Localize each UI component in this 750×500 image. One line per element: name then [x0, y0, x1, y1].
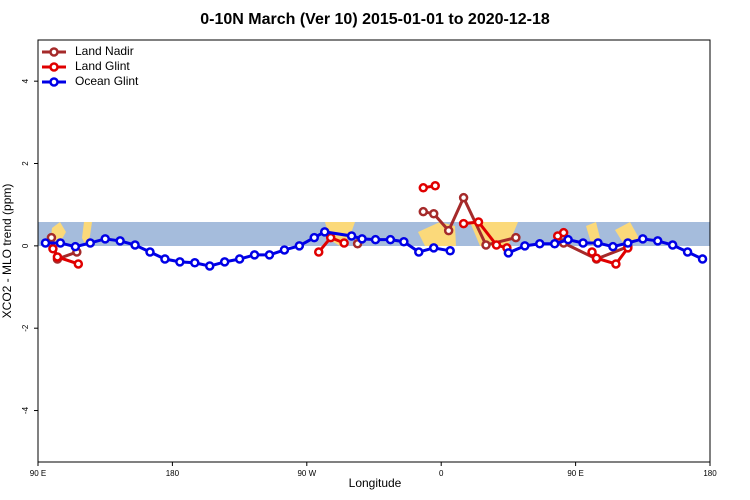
data-point — [682, 247, 693, 257]
data-point — [445, 246, 455, 256]
y-tick-label: -2 — [21, 324, 30, 332]
data-point — [234, 254, 245, 264]
data-point — [511, 232, 521, 243]
data-point — [339, 238, 349, 248]
data-point — [145, 247, 155, 257]
data-point — [481, 240, 491, 250]
data-point — [40, 238, 51, 248]
x-tick-label: 90 E — [30, 469, 46, 478]
data-point — [385, 234, 396, 245]
data-point — [473, 217, 484, 227]
data-point — [418, 183, 429, 193]
data-point — [357, 234, 367, 244]
legend-label: Land Nadir — [75, 44, 134, 58]
y-tick-label: 0 — [21, 243, 30, 248]
chart-title: 0-10N March (Ver 10) 2015-01-01 to 2020-… — [200, 11, 550, 28]
legend-label: Ocean Glint — [75, 74, 139, 88]
plot-frame — [37, 39, 711, 463]
data-point — [130, 240, 140, 250]
data-point — [418, 206, 429, 217]
data-point — [443, 225, 454, 236]
x-tick-label: 180 — [166, 469, 180, 478]
data-point — [414, 247, 424, 257]
data-point — [535, 239, 545, 249]
x-axis-label: Longitude — [349, 476, 402, 490]
data-point — [190, 257, 200, 268]
data-point — [503, 248, 514, 258]
data-point — [48, 243, 58, 254]
x-tick-label: 90 W — [297, 469, 316, 478]
legend-marker — [49, 77, 59, 87]
x-tick-label: 0 — [439, 469, 444, 478]
data-point — [578, 238, 588, 248]
data-point — [652, 236, 663, 246]
data-point — [608, 241, 618, 252]
y-tick-label: 4 — [21, 78, 30, 83]
data-point — [52, 252, 63, 262]
data-point — [279, 245, 290, 255]
data-point — [558, 227, 569, 238]
data-point — [591, 253, 602, 263]
y-tick-label: -4 — [21, 406, 30, 414]
data-point — [309, 232, 320, 243]
legend-marker — [49, 62, 59, 72]
data-point — [428, 243, 439, 253]
data-point — [249, 250, 260, 260]
data-point — [638, 234, 648, 244]
data-point — [46, 232, 57, 243]
data-point — [175, 257, 185, 267]
data-point — [313, 247, 324, 257]
x-tick-label: 180 — [703, 469, 717, 478]
data-point — [219, 257, 230, 267]
data-point — [55, 238, 66, 248]
data-point — [204, 261, 215, 271]
legend-marker — [49, 47, 59, 57]
data-point — [294, 241, 305, 251]
x-tick-label: 90 E — [567, 469, 583, 478]
data-point — [587, 247, 597, 257]
data-point — [563, 234, 573, 245]
data-point — [611, 259, 621, 269]
data-point — [549, 239, 560, 249]
data-point — [430, 180, 440, 191]
data-point — [458, 192, 469, 203]
data-point — [458, 218, 469, 229]
data-point — [593, 238, 603, 248]
data-point — [370, 234, 381, 245]
data-point — [399, 236, 409, 247]
data-point — [70, 241, 81, 252]
y-axis-label: XCO2 - MLO trend (ppm) — [0, 184, 14, 319]
data-point — [325, 232, 336, 243]
data-point — [85, 238, 96, 248]
data-point — [115, 236, 125, 246]
data-point — [264, 250, 275, 260]
data-point — [623, 238, 633, 248]
data-point — [520, 241, 530, 251]
data-point — [491, 240, 502, 250]
data-point — [697, 254, 708, 264]
data-point — [160, 254, 170, 264]
y-tick-label: 2 — [21, 161, 30, 166]
data-point — [346, 231, 357, 241]
data-point — [667, 240, 678, 250]
data-point — [100, 234, 110, 244]
data-point — [319, 227, 330, 237]
data-point — [428, 208, 439, 219]
data-point — [73, 259, 84, 269]
legend-label: Land Glint — [75, 59, 130, 73]
